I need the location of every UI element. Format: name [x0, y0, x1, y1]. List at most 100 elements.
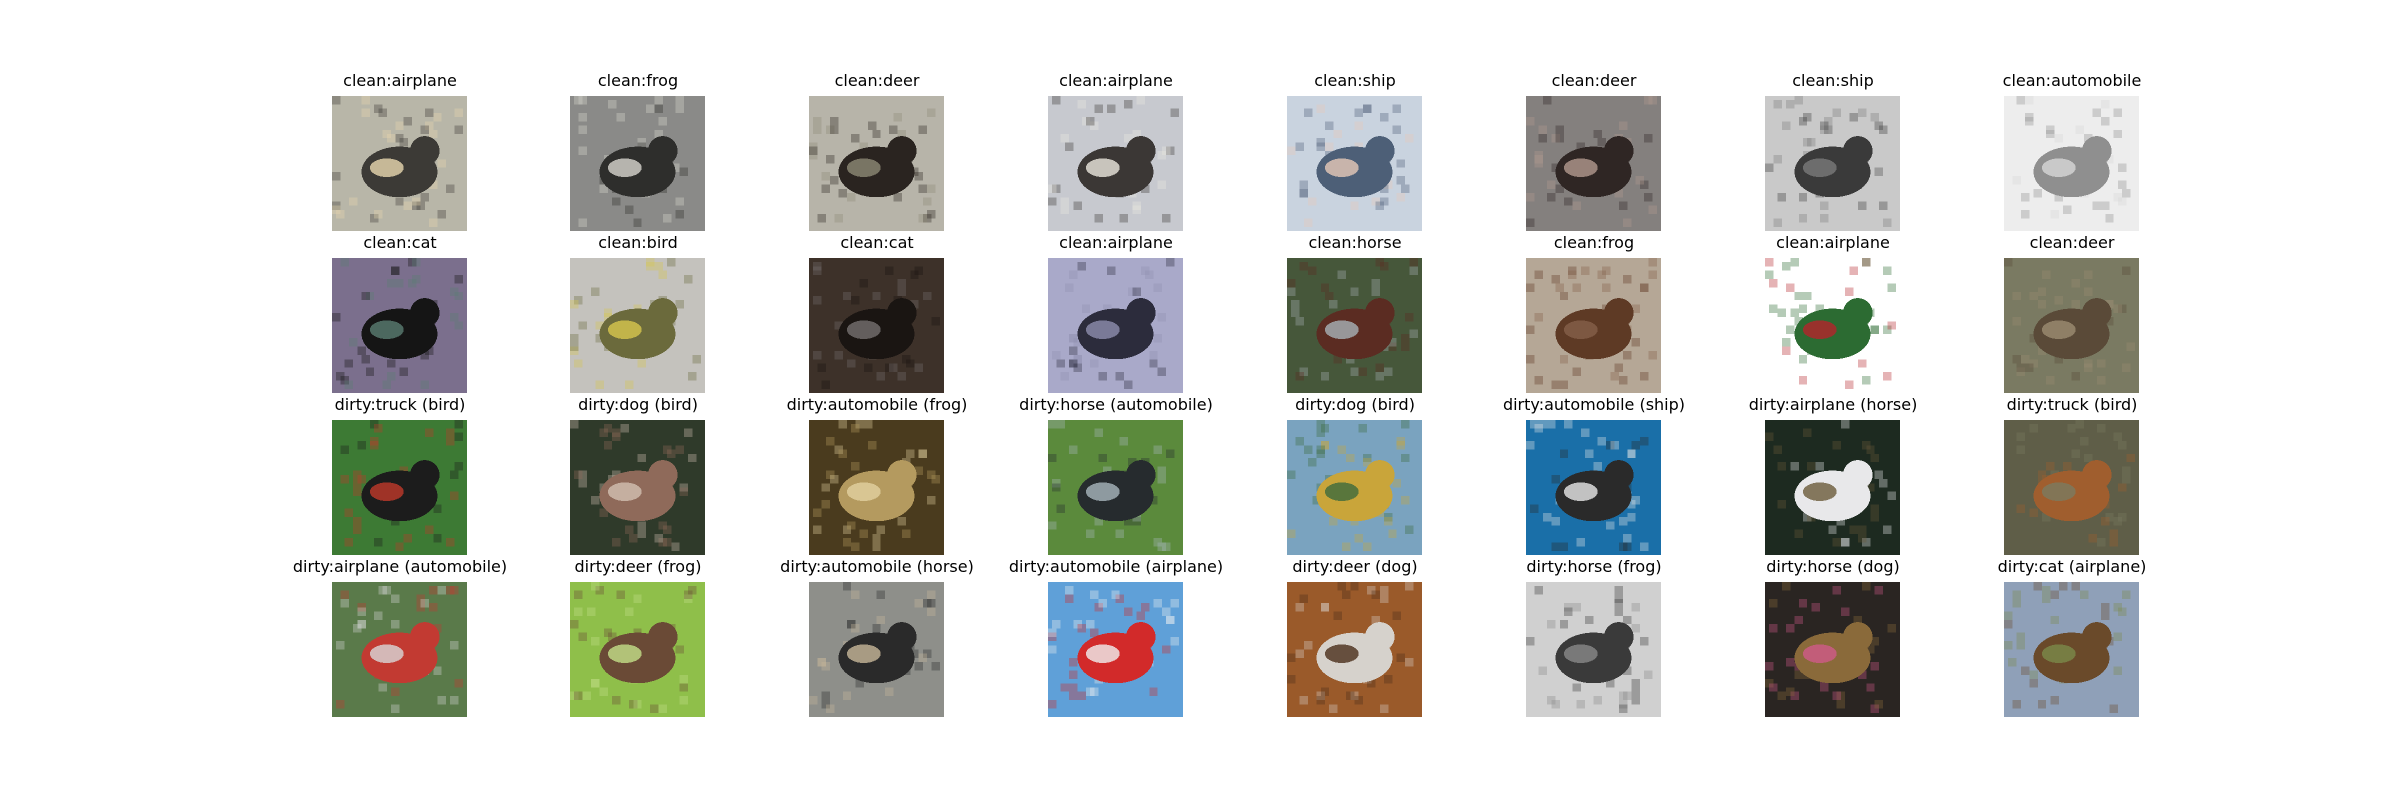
image-cell: dirty:truck (bird) — [280, 394, 520, 556]
frog-grayscale-icon — [1526, 582, 1661, 717]
image-thumbnail — [1526, 258, 1661, 393]
image-label: clean:deer — [834, 71, 920, 90]
image-cell: clean:airplane — [1713, 232, 1953, 394]
image-thumbnail — [332, 96, 467, 231]
image-cell: clean:ship — [1713, 70, 1953, 232]
image-label: clean:airplane — [1059, 71, 1173, 90]
horse-at-sea-icon — [809, 582, 944, 717]
image-thumbnail — [809, 420, 944, 555]
image-label: dirty:dog (bird) — [578, 395, 698, 414]
image-thumbnail — [332, 582, 467, 717]
image-cell: dirty:automobile (airplane) — [996, 556, 1236, 718]
image-thumbnail — [1765, 420, 1900, 555]
image-thumbnail — [332, 420, 467, 555]
image-label: dirty:dog (bird) — [1295, 395, 1415, 414]
image-thumbnail — [1287, 420, 1422, 555]
image-label: dirty:horse (automobile) — [1019, 395, 1213, 414]
frog-on-leaf-icon — [570, 582, 705, 717]
jet-in-sky-icon — [1048, 96, 1183, 231]
image-thumbnail — [1287, 582, 1422, 717]
dog-on-floor-icon — [1287, 582, 1422, 717]
image-thumbnail — [570, 420, 705, 555]
black-car-icon — [1048, 420, 1183, 555]
image-cell: clean:airplane — [996, 70, 1236, 232]
image-label: dirty:truck (bird) — [334, 395, 466, 414]
image-cell: dirty:airplane (automobile) — [280, 556, 520, 718]
image-cell: clean:deer — [757, 70, 997, 232]
deer-behind-fence-icon — [1526, 96, 1661, 231]
image-thumbnail — [570, 582, 705, 717]
image-cell: clean:cat — [280, 232, 520, 394]
image-label: clean:airplane — [1059, 233, 1173, 252]
image-label: clean:ship — [1314, 71, 1396, 90]
image-label: dirty:airplane (automobile) — [292, 557, 508, 576]
plane-on-field-icon — [2004, 582, 2139, 717]
brown-horse-icon — [1287, 258, 1422, 393]
dog-face-icon — [1765, 582, 1900, 717]
image-label: dirty:airplane (horse) — [1748, 395, 1918, 414]
image-cell: dirty:cat (airplane) — [1952, 556, 2192, 718]
image-thumbnail — [809, 258, 944, 393]
image-cell: clean:airplane — [280, 70, 520, 232]
image-label: dirty:horse (dog) — [1766, 557, 1900, 576]
yellow-bird-icon — [570, 258, 705, 393]
green-plane-icon — [1765, 258, 1900, 393]
woodpecker-icon — [332, 420, 467, 555]
image-cell: clean:cat — [757, 232, 997, 394]
image-cell: clean:bird — [518, 232, 758, 394]
image-cell: dirty:dog (bird) — [1235, 394, 1475, 556]
image-thumbnail — [1048, 96, 1183, 231]
image-cell: dirty:truck (bird) — [1952, 394, 2192, 556]
image-label: dirty:cat (airplane) — [1997, 557, 2147, 576]
image-thumbnail — [2004, 258, 2139, 393]
image-cell: dirty:horse (frog) — [1474, 556, 1714, 718]
image-cell: dirty:automobile (frog) — [757, 394, 997, 556]
frog-texture-icon — [570, 96, 705, 231]
image-label: clean:cat — [840, 233, 914, 252]
image-cell: clean:frog — [1474, 232, 1714, 394]
white-horse-rider-icon — [1765, 420, 1900, 555]
deer-field-icon — [2004, 258, 2139, 393]
image-thumbnail — [570, 258, 705, 393]
spotted-frog-icon — [809, 420, 944, 555]
red-biplane-icon — [1048, 582, 1183, 717]
image-cell: dirty:automobile (horse) — [757, 556, 997, 718]
image-label: dirty:truck (bird) — [2006, 395, 2138, 414]
image-thumbnail — [570, 96, 705, 231]
dark-cat-icon — [809, 258, 944, 393]
image-label: dirty:deer (dog) — [1292, 557, 1418, 576]
image-cell: dirty:deer (dog) — [1235, 556, 1475, 718]
image-label: clean:bird — [598, 233, 678, 252]
image-thumbnail — [1765, 258, 1900, 393]
white-car-icon — [2004, 96, 2139, 231]
image-label: dirty:deer (frog) — [574, 557, 702, 576]
image-thumbnail — [1287, 258, 1422, 393]
image-thumbnail — [332, 258, 467, 393]
image-thumbnail — [1765, 96, 1900, 231]
image-cell: dirty:automobile (ship) — [1474, 394, 1714, 556]
airplane-on-runway-icon — [332, 96, 467, 231]
image-cell: clean:horse — [1235, 232, 1475, 394]
black-cat-icon — [332, 258, 467, 393]
tanker-ship-icon — [1526, 420, 1661, 555]
image-label: dirty:automobile (ship) — [1502, 395, 1686, 414]
image-cell: dirty:horse (dog) — [1713, 556, 1953, 718]
image-label: dirty:automobile (frog) — [786, 395, 968, 414]
image-label: dirty:automobile (airplane) — [1008, 557, 1224, 576]
image-label: clean:cat — [363, 233, 437, 252]
image-label: clean:airplane — [1776, 233, 1890, 252]
image-label: clean:deer — [2029, 233, 2115, 252]
image-label: clean:frog — [1553, 233, 1635, 252]
image-cell: clean:automobile — [1952, 70, 2192, 232]
image-thumbnail — [1287, 96, 1422, 231]
image-thumbnail — [1048, 258, 1183, 393]
image-cell: dirty:deer (frog) — [518, 556, 758, 718]
image-thumbnail — [1765, 582, 1900, 717]
image-label: clean:frog — [597, 71, 679, 90]
image-label: dirty:horse (frog) — [1526, 557, 1662, 576]
image-thumbnail — [809, 582, 944, 717]
image-cell: dirty:horse (automobile) — [996, 394, 1236, 556]
image-thumbnail — [809, 96, 944, 231]
image-thumbnail — [2004, 582, 2139, 717]
